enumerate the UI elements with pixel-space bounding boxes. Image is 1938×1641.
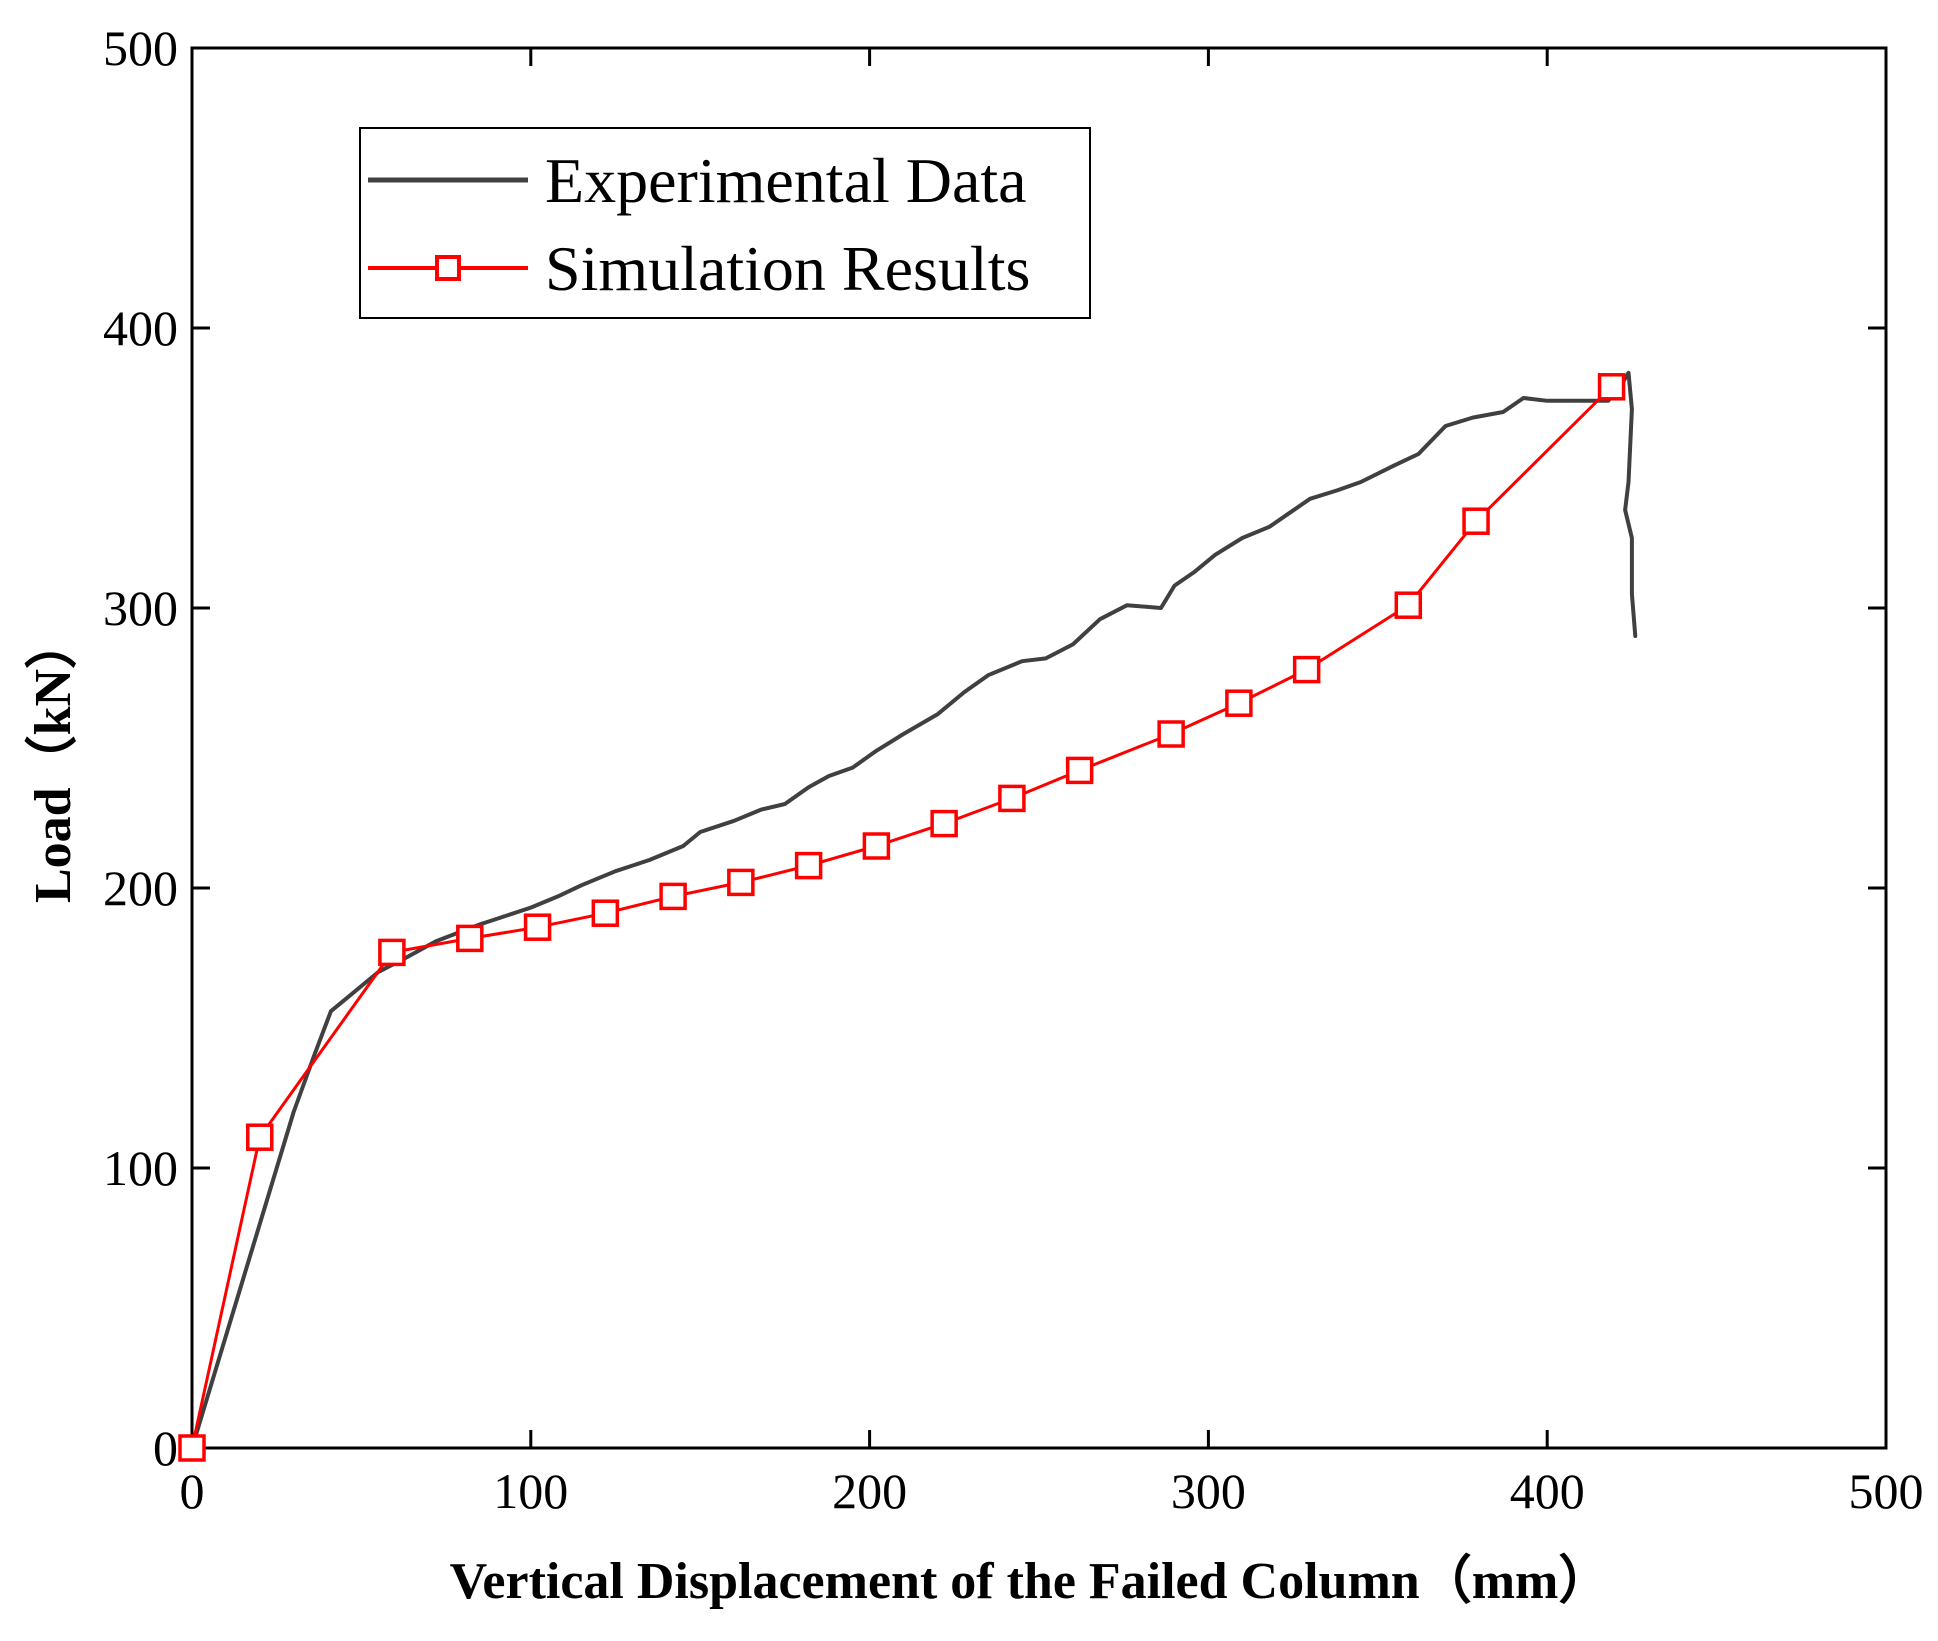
simulation-point — [523, 913, 552, 941]
simulation-point — [1065, 756, 1094, 785]
simulation-point — [456, 924, 484, 953]
legend: Experimental Data Simulation Results — [359, 127, 1091, 319]
legend-label-experimental: Experimental Data — [545, 145, 1027, 216]
y-tick-label: 500 — [103, 20, 178, 76]
simulation-point — [862, 832, 891, 860]
simulation-point — [727, 868, 755, 897]
y-tick-label: 0 — [153, 1420, 178, 1476]
simulation-point — [1292, 655, 1321, 684]
simulation-point — [794, 851, 823, 880]
x-axis-title: Vertical Displacement of the Failed Colu… — [450, 1552, 1611, 1610]
y-axis-title: Load（kN） — [24, 617, 82, 903]
simulation-point — [659, 882, 687, 911]
legend-marker-simulation — [435, 255, 461, 281]
simulation-point — [1157, 720, 1185, 748]
simulation-point — [378, 938, 406, 967]
x-tick-label: 200 — [832, 1463, 907, 1519]
y-tick-label: 100 — [103, 1140, 178, 1196]
simulation-point — [1225, 689, 1253, 717]
simulation-point — [1462, 507, 1490, 535]
x-tick-label: 300 — [1171, 1463, 1246, 1519]
series-line-simulation — [190, 385, 1614, 1450]
simulation-point — [1394, 591, 1423, 619]
simulation-point — [591, 899, 620, 927]
y-tick-label: 200 — [103, 860, 178, 916]
y-tick-label: 300 — [103, 580, 178, 636]
simulation-point — [998, 784, 1026, 813]
simulation-point — [930, 809, 958, 838]
series-layer — [178, 370, 1638, 1462]
y-tick-label: 400 — [103, 300, 178, 356]
x-tick-label: 400 — [1510, 1463, 1585, 1519]
simulation-point — [1597, 373, 1626, 401]
simulation-point — [246, 1123, 274, 1151]
x-tick-label: 100 — [493, 1463, 568, 1519]
x-tick-label: 500 — [1849, 1463, 1924, 1519]
simulation-point — [178, 1434, 206, 1462]
plot-frame — [190, 46, 1888, 1450]
x-tick-label: 0 — [180, 1463, 205, 1519]
series-line-experimental — [190, 370, 1638, 1450]
axis-ticks: 0 100 200 300 400 500 0 100 200 300 400 500 — [103, 20, 1924, 1519]
legend-label-simulation: Simulation Results — [545, 233, 1030, 304]
legend-box — [359, 127, 1091, 319]
